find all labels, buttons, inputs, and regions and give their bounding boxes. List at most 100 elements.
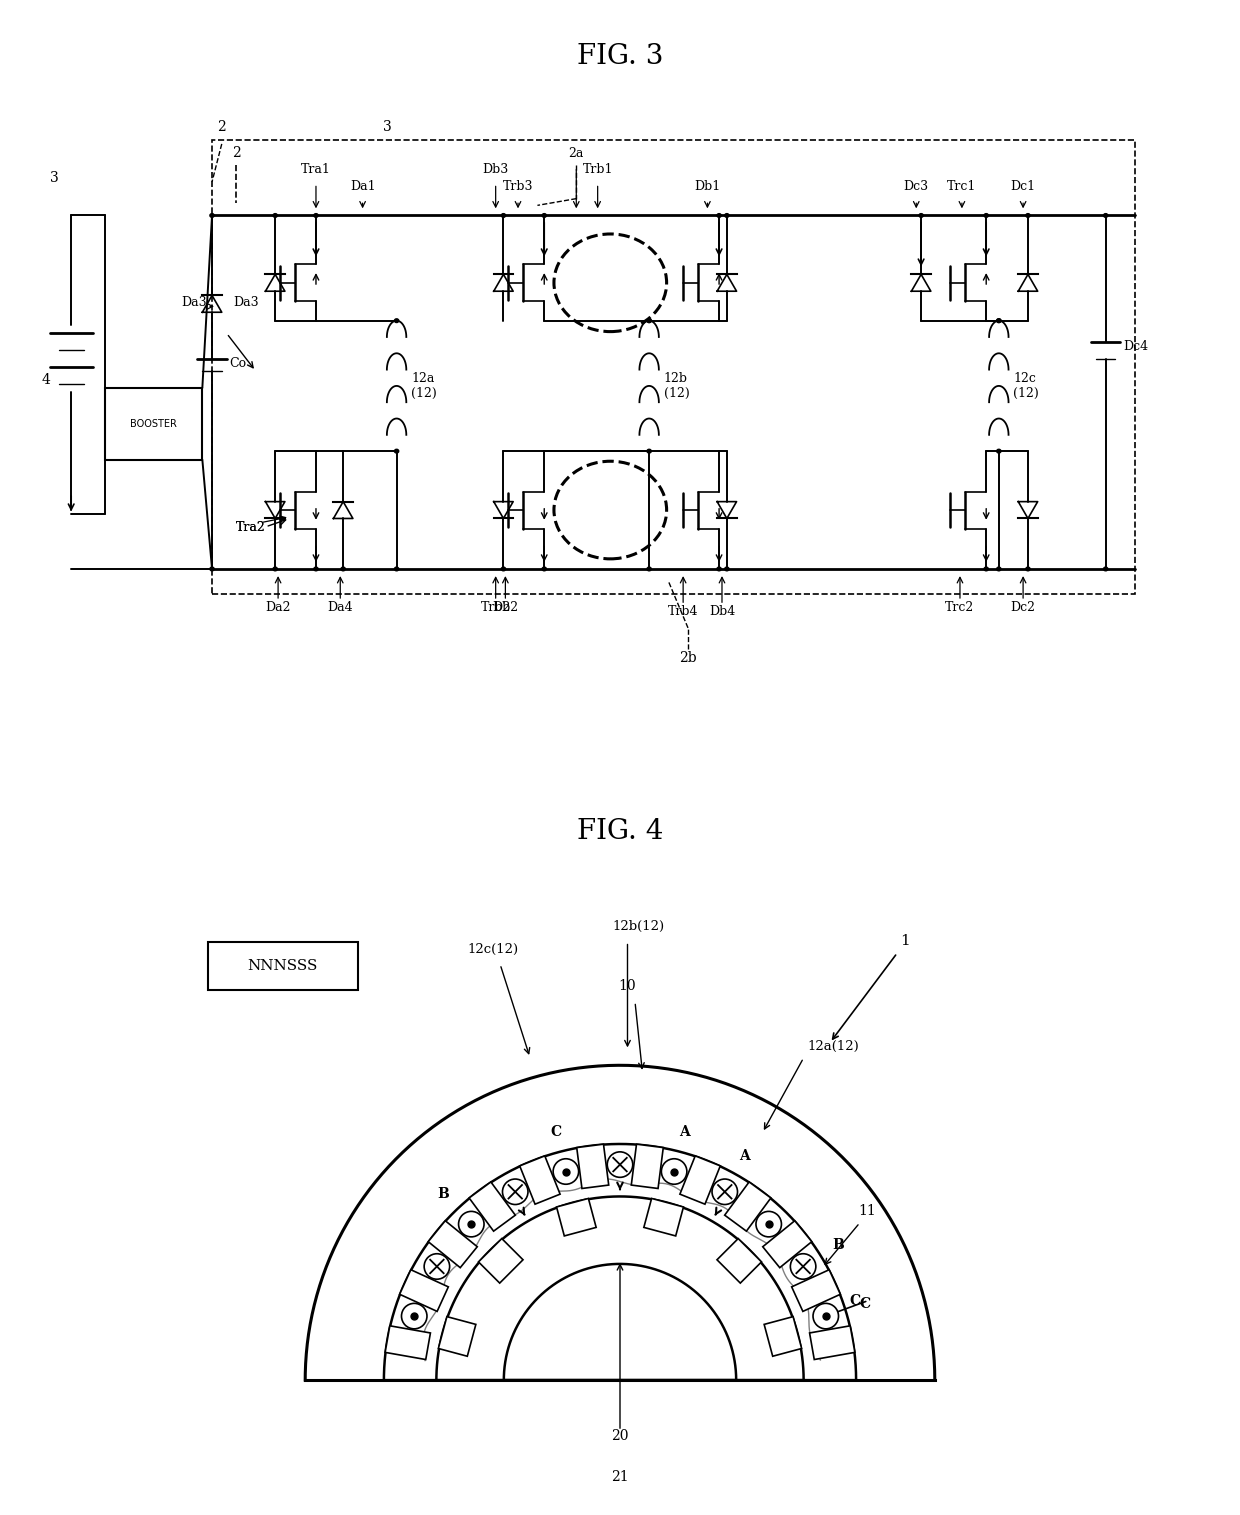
Text: B: B xyxy=(832,1238,844,1251)
Text: 2b: 2b xyxy=(680,650,697,665)
Circle shape xyxy=(985,567,988,571)
Text: Db3: Db3 xyxy=(482,164,508,176)
Text: 3: 3 xyxy=(51,171,60,185)
Circle shape xyxy=(813,1303,838,1329)
Polygon shape xyxy=(428,1221,477,1268)
Text: Tra2: Tra2 xyxy=(236,521,265,535)
Polygon shape xyxy=(631,1144,663,1188)
Text: Db1: Db1 xyxy=(694,180,720,194)
Circle shape xyxy=(717,214,722,217)
Text: 20: 20 xyxy=(611,1429,629,1444)
Polygon shape xyxy=(520,1156,560,1204)
Text: Co: Co xyxy=(229,358,247,370)
Text: 12a
(12): 12a (12) xyxy=(412,371,436,400)
Circle shape xyxy=(542,214,547,217)
Circle shape xyxy=(341,567,345,571)
Polygon shape xyxy=(479,1239,523,1283)
Text: Trb1: Trb1 xyxy=(583,164,613,176)
Circle shape xyxy=(314,214,319,217)
Polygon shape xyxy=(577,1144,609,1188)
Text: 12b
(12): 12b (12) xyxy=(663,371,689,400)
Text: 10: 10 xyxy=(619,979,636,994)
Text: 12c(12): 12c(12) xyxy=(467,942,518,956)
Text: Trc2: Trc2 xyxy=(945,601,975,614)
Circle shape xyxy=(985,214,988,217)
Text: NNNSSS: NNNSSS xyxy=(248,959,317,973)
Polygon shape xyxy=(386,1326,430,1359)
Text: Trb4: Trb4 xyxy=(668,606,698,618)
Text: B: B xyxy=(436,1188,449,1201)
Circle shape xyxy=(210,214,215,217)
Text: 11: 11 xyxy=(858,1204,877,1218)
Circle shape xyxy=(608,1151,632,1177)
Polygon shape xyxy=(763,1221,812,1268)
Circle shape xyxy=(647,567,651,571)
Text: 3: 3 xyxy=(382,120,392,135)
Circle shape xyxy=(1104,567,1107,571)
Text: C: C xyxy=(849,1294,861,1307)
Text: 2a: 2a xyxy=(569,147,584,159)
Polygon shape xyxy=(724,1182,771,1232)
Circle shape xyxy=(724,214,729,217)
Bar xyxy=(105,388,202,459)
Text: Da2: Da2 xyxy=(265,601,291,614)
Text: C: C xyxy=(859,1297,870,1310)
Text: 21: 21 xyxy=(611,1470,629,1485)
Circle shape xyxy=(501,214,506,217)
Circle shape xyxy=(647,318,651,323)
Circle shape xyxy=(1025,567,1030,571)
Polygon shape xyxy=(717,1239,761,1283)
Text: Da1: Da1 xyxy=(350,180,376,194)
Bar xyxy=(212,139,1135,594)
Circle shape xyxy=(790,1254,816,1279)
Polygon shape xyxy=(644,1198,683,1236)
Circle shape xyxy=(394,567,399,571)
Circle shape xyxy=(661,1159,687,1185)
Text: Trb2: Trb2 xyxy=(480,601,511,614)
Text: Trc1: Trc1 xyxy=(947,180,977,194)
Circle shape xyxy=(394,450,399,453)
Circle shape xyxy=(712,1179,738,1204)
Circle shape xyxy=(542,567,547,571)
Text: Db4: Db4 xyxy=(709,606,735,618)
Circle shape xyxy=(717,567,722,571)
Text: 4: 4 xyxy=(42,373,51,386)
Text: 12a(12): 12a(12) xyxy=(807,1041,859,1053)
Circle shape xyxy=(756,1212,781,1236)
Polygon shape xyxy=(810,1326,854,1359)
Circle shape xyxy=(314,567,319,571)
Circle shape xyxy=(997,318,1001,323)
Text: Da3: Da3 xyxy=(181,297,207,309)
Circle shape xyxy=(919,214,924,217)
Text: A: A xyxy=(739,1148,750,1162)
Circle shape xyxy=(273,214,278,217)
Text: 2: 2 xyxy=(217,120,226,135)
Circle shape xyxy=(997,567,1001,571)
Circle shape xyxy=(997,318,1001,323)
Polygon shape xyxy=(399,1270,449,1312)
Polygon shape xyxy=(764,1317,801,1356)
Text: Db2: Db2 xyxy=(492,601,518,614)
Text: FIG. 3: FIG. 3 xyxy=(577,42,663,70)
Text: C: C xyxy=(551,1124,560,1139)
Bar xyxy=(208,942,357,991)
Circle shape xyxy=(1025,214,1030,217)
Circle shape xyxy=(210,567,215,571)
Circle shape xyxy=(273,567,278,571)
Text: Tra2: Tra2 xyxy=(236,521,265,535)
Text: Dc3: Dc3 xyxy=(904,180,929,194)
Circle shape xyxy=(459,1212,484,1236)
Circle shape xyxy=(394,318,399,323)
Circle shape xyxy=(553,1159,579,1185)
Text: Dc1: Dc1 xyxy=(1011,180,1035,194)
Text: Trb3: Trb3 xyxy=(502,180,533,194)
Text: 12c
(12): 12c (12) xyxy=(1013,371,1039,400)
Text: Da3: Da3 xyxy=(233,297,259,309)
Text: Tra1: Tra1 xyxy=(301,164,331,176)
Circle shape xyxy=(997,450,1001,453)
Circle shape xyxy=(424,1254,450,1279)
Text: Da4: Da4 xyxy=(327,601,353,614)
Text: FIG. 4: FIG. 4 xyxy=(577,818,663,845)
Polygon shape xyxy=(791,1270,841,1312)
Text: 12b(12): 12b(12) xyxy=(613,921,665,933)
